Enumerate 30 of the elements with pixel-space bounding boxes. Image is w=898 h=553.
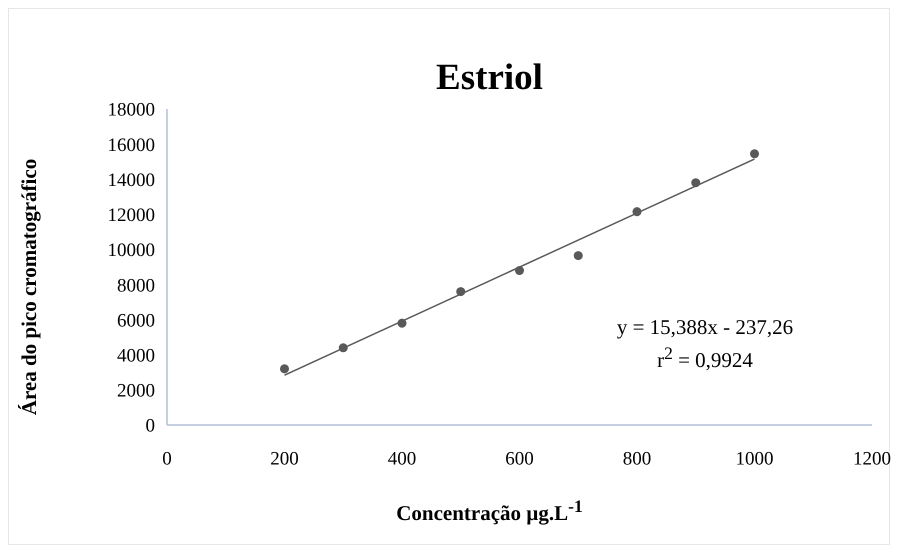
- point: [338, 343, 348, 352]
- x-tick-label: 600: [505, 448, 534, 470]
- x-tick-label: 800: [622, 448, 652, 470]
- x-axis-title: Concentração µg.L$^{-1}$: [395, 496, 584, 526]
- point: [632, 207, 642, 216]
- point: [514, 266, 524, 276]
- y-tick-label: 16000: [108, 134, 155, 156]
- y-tick-label: 0: [146, 416, 155, 437]
- x-tick-label: 400: [388, 448, 416, 470]
- y-tick-label: 2000: [117, 380, 155, 402]
- point: [691, 178, 700, 188]
- y-tick-label: 6000: [117, 310, 155, 332]
- annotation: y = 15,388x - 237,26 r$^{2}$ = 0,9924: [616, 314, 794, 373]
- point: [397, 318, 407, 328]
- point: [456, 287, 466, 296]
- x-tick-label: 0: [162, 448, 172, 470]
- y-tick-label: 8000: [117, 275, 155, 296]
- chart-title: Estriol: [435, 56, 544, 99]
- y-tick-label: 10000: [108, 240, 155, 262]
- x-tick-label: 1000: [736, 448, 774, 470]
- point: [280, 364, 290, 374]
- x-tick-label: 200: [270, 448, 299, 470]
- y-tick-label: 14000: [108, 170, 155, 191]
- y-tick-label: 12000: [108, 205, 155, 226]
- point: [750, 149, 760, 158]
- y-tick-label: 18000: [108, 100, 155, 121]
- y-axis-title: Área do pico cromatográfico: [16, 158, 42, 418]
- x-tick-label: 1200: [853, 448, 891, 470]
- point: [574, 251, 583, 260]
- y-tick-label: 4000: [117, 346, 155, 367]
